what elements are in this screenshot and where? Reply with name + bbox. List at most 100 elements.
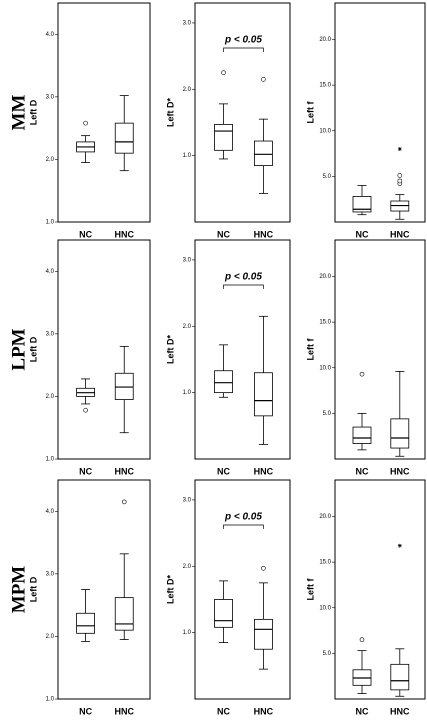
box — [76, 612, 95, 634]
box — [214, 599, 233, 628]
y-tick-label: 4.0 — [46, 32, 55, 38]
box — [253, 372, 273, 417]
y-tick-label: 3.0 — [183, 497, 192, 503]
y-tick-label: 2.0 — [46, 394, 55, 400]
y-tick-label: 5.0 — [323, 174, 332, 180]
panel — [194, 239, 291, 460]
x-tick-label: NC — [356, 229, 369, 239]
x-tick-label: NC — [356, 466, 369, 476]
y-tick-label: 3.0 — [46, 331, 55, 337]
y-tick-label: 2.0 — [183, 324, 192, 330]
y-tick-label: 1.0 — [46, 457, 55, 463]
y-axis-label: Left D — [28, 99, 38, 125]
y-tick-label: 20.0 — [319, 514, 331, 520]
significance-bracket — [223, 47, 264, 52]
box — [390, 663, 410, 691]
y-tick-label: 1.0 — [183, 153, 192, 159]
x-tick-label: HNC — [254, 466, 274, 476]
y-axis-label: Left D — [28, 576, 38, 602]
panel — [334, 479, 426, 700]
box — [114, 122, 134, 154]
y-tick-label: 3.0 — [46, 571, 55, 577]
box — [352, 196, 372, 213]
annotation: p < 0.05 — [224, 35, 262, 46]
outlier — [397, 173, 403, 178]
y-axis-label: Left D* — [165, 335, 175, 364]
y-tick-label: 3.0 — [183, 257, 192, 263]
y-axis-label: Left D — [28, 336, 38, 362]
x-tick-label: HNC — [254, 229, 274, 239]
outlier — [359, 371, 365, 377]
panel — [334, 239, 426, 460]
y-tick-label: 20.0 — [319, 274, 331, 280]
x-tick-label: NC — [217, 466, 230, 476]
x-tick-label: HNC — [114, 706, 134, 716]
y-axis-label: Left f — [305, 101, 315, 124]
x-tick-label: NC — [217, 706, 230, 716]
box — [390, 418, 410, 449]
x-tick-label: HNC — [390, 706, 410, 716]
y-tick-label: 2.0 — [46, 157, 55, 163]
outlier — [221, 70, 226, 75]
y-tick-label: 15.0 — [319, 320, 331, 326]
x-tick-label: HNC — [390, 466, 410, 476]
y-tick-label: 1.0 — [46, 697, 55, 703]
outlier — [359, 637, 365, 642]
x-tick-label: HNC — [254, 706, 274, 716]
y-tick-label: 3.0 — [46, 94, 55, 100]
box — [352, 426, 372, 444]
row-label: LPM — [8, 328, 29, 370]
y-tick-label: 2.0 — [183, 564, 192, 570]
x-tick-label: NC — [217, 229, 230, 239]
x-tick-label: NC — [79, 466, 92, 476]
row-label: MPM — [8, 566, 29, 614]
y-tick-label: 10.0 — [319, 605, 331, 611]
panel — [57, 2, 151, 223]
outlier — [83, 120, 88, 126]
significance-bracket — [223, 284, 264, 289]
y-axis-label: Left D* — [165, 98, 175, 127]
outlier — [397, 178, 403, 184]
y-tick-label: 10.0 — [319, 128, 331, 134]
significance-bracket — [223, 524, 264, 529]
y-tick-label: 4.0 — [46, 269, 55, 275]
outlier — [121, 499, 127, 505]
y-axis-label: Left f — [305, 338, 315, 361]
panel — [57, 479, 151, 700]
extreme — [397, 147, 402, 151]
y-tick-label: 5.0 — [323, 651, 332, 657]
y-tick-label: 20.0 — [319, 37, 331, 43]
y-tick-label: 15.0 — [319, 560, 331, 566]
y-tick-label: 5.0 — [323, 411, 332, 417]
outlier — [83, 407, 88, 413]
y-axis-label: Left f — [305, 578, 315, 601]
panel — [334, 2, 426, 223]
x-tick-label: HNC — [114, 229, 134, 239]
x-tick-label: NC — [79, 229, 92, 239]
x-tick-label: NC — [356, 706, 369, 716]
panel — [194, 479, 291, 700]
box — [114, 597, 134, 631]
box — [253, 140, 273, 166]
y-tick-label: 3.0 — [183, 20, 192, 26]
box — [114, 372, 134, 400]
y-tick-label: 10.0 — [319, 365, 331, 371]
panel — [57, 239, 151, 460]
panel — [194, 2, 291, 223]
annotation: p < 0.05 — [224, 272, 262, 283]
outlier — [261, 565, 266, 571]
y-tick-label: 2.0 — [46, 634, 55, 640]
y-tick-label: 1.0 — [183, 630, 192, 636]
box — [214, 124, 233, 151]
outlier — [261, 77, 266, 82]
y-tick-label: 1.0 — [46, 220, 55, 226]
annotation: p < 0.05 — [224, 512, 262, 523]
extreme — [397, 543, 402, 548]
y-axis-label: Left D* — [165, 575, 175, 604]
box — [253, 618, 273, 650]
row-label: MM — [8, 95, 29, 131]
y-tick-label: 2.0 — [183, 87, 192, 93]
y-tick-label: 1.0 — [183, 390, 192, 396]
